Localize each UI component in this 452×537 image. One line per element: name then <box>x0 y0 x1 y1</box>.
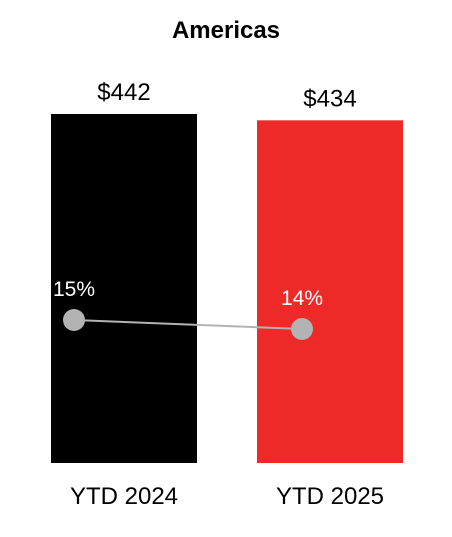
labels-layer: $442 YTD 2024 $434 YTD 2025 15% 14% <box>53 79 384 510</box>
percent-label-1: 15% <box>53 278 95 301</box>
chart-title: Americas <box>172 17 280 44</box>
bar-value-label-1: $442 <box>97 79 150 106</box>
category-label-2: YTD 2025 <box>276 483 384 510</box>
bar-1 <box>51 114 197 463</box>
percent-point-2 <box>291 318 313 340</box>
category-label-1: YTD 2024 <box>70 483 178 510</box>
percent-label-2: 14% <box>281 287 323 310</box>
bar-value-label-2: $434 <box>303 85 356 112</box>
bar-2 <box>257 120 403 463</box>
percent-line <box>73 319 303 330</box>
percent-point-1 <box>63 309 85 331</box>
bars-layer <box>51 114 403 463</box>
line-layer <box>63 309 313 340</box>
